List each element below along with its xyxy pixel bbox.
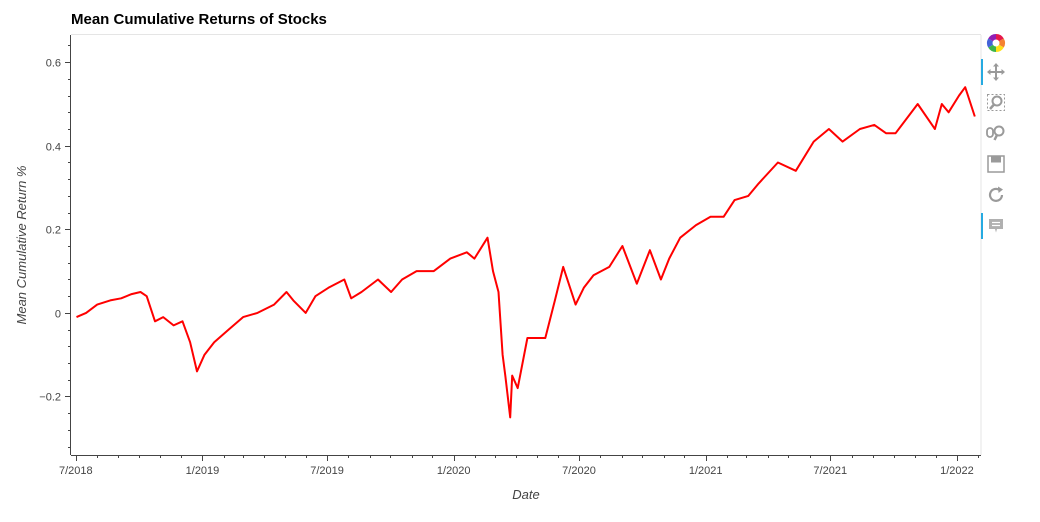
x-tick-label: 7/2018 [59,465,93,477]
x-axis: 7/2018 1/2019 7/2019 1/2020 7/2020 1/2021 7/20… [59,455,981,477]
save-tool-button[interactable] [981,151,1011,177]
hover-tool-button[interactable] [981,213,1011,239]
x-axis-label: Date [512,487,539,502]
wheel-zoom-icon [986,125,1005,141]
bokeh-logo-icon[interactable] [981,30,1011,56]
pan-tool-button[interactable] [981,59,1011,85]
y-axis-label: Mean Cumulative Return % [14,166,29,325]
pan-icon [987,63,1005,81]
y-tick-label: 0.2 [46,225,61,237]
x-tick-label: 7/2019 [310,465,344,477]
series-line [76,86,976,419]
wheel-zoom-tool-button[interactable] [981,119,1011,145]
x-tick-label: 1/2019 [186,465,220,477]
x-tick-label: 7/2021 [813,465,847,477]
y-tick-label: 0 [55,309,61,321]
x-tick-label: 1/2020 [437,465,471,477]
x-tick-label: 7/2020 [562,465,596,477]
y-tick-label: 0.6 [46,58,61,70]
series-layer [76,86,976,419]
save-icon [987,155,1005,173]
plot-area [71,35,981,455]
reset-icon [988,186,1004,202]
y-tick-label: 0.4 [46,142,61,154]
x-tick-label: 1/2022 [940,465,974,477]
y-axis: −0.2 0 0.2 0.4 0.6 [39,35,71,455]
hover-icon [989,219,1003,233]
chart-title: Mean Cumulative Returns of Stocks [71,11,327,28]
y-tick-label: −0.2 [39,392,61,404]
box-zoom-tool-button[interactable] [981,89,1011,115]
reset-tool-button[interactable] [981,182,1011,208]
x-tick-label: 1/2021 [689,465,723,477]
box-zoom-icon [987,94,1005,111]
